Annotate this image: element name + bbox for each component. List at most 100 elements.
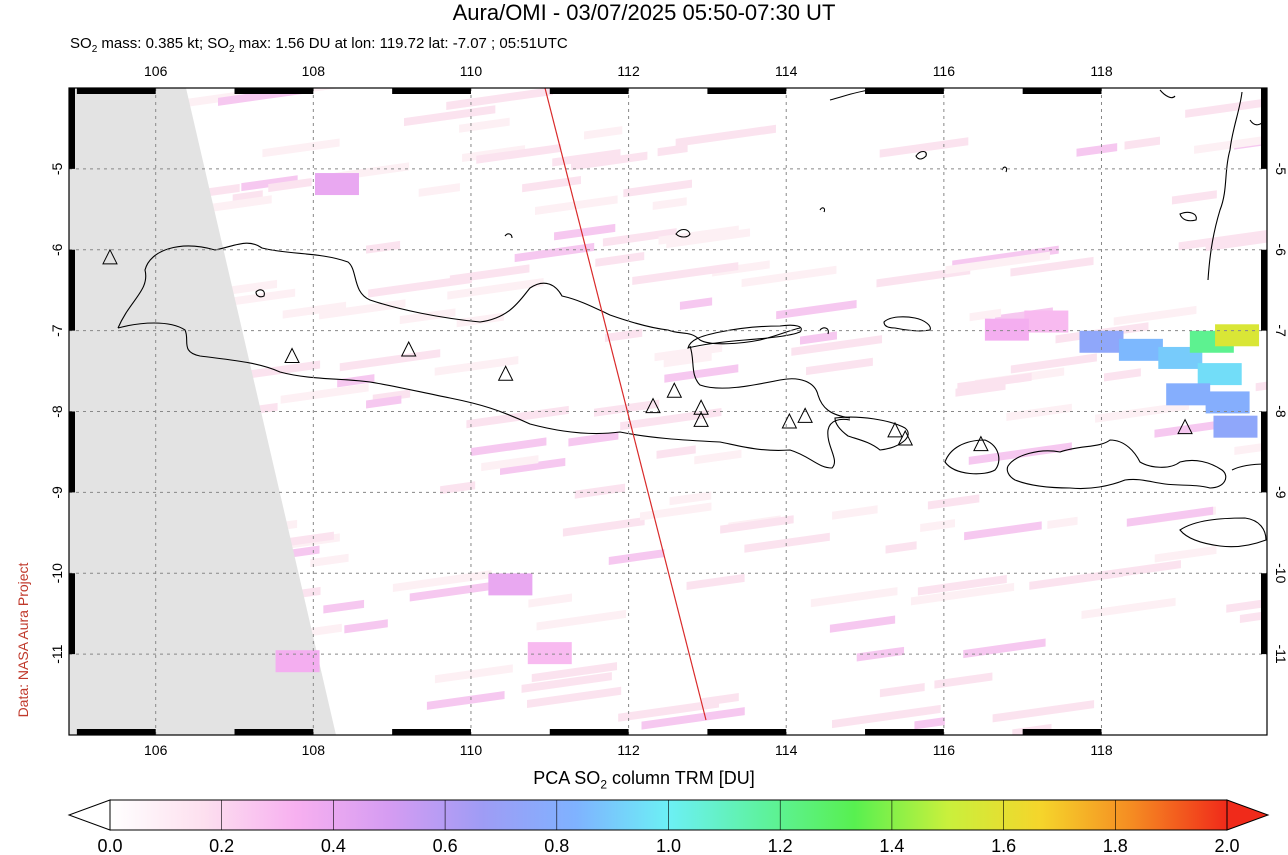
noise-stripe [500, 457, 566, 475]
volcano-icon [693, 399, 709, 415]
noise-stripe [584, 126, 623, 140]
noise-stripe [675, 124, 776, 147]
so2-pixel [1118, 338, 1163, 361]
noise-stripe [521, 672, 612, 693]
noise-stripe [1010, 353, 1097, 374]
coast-islet6 [1179, 211, 1197, 222]
colorbar-tick-label: 0.8 [544, 836, 569, 855]
so2-pixel [1205, 391, 1250, 414]
noise-stripe [1124, 136, 1160, 150]
noise-stripe [522, 175, 581, 193]
noise-stripe [1126, 506, 1214, 527]
noise-stripe [434, 356, 519, 376]
noise-stripe [1154, 420, 1219, 438]
axis-bar-bottom [234, 729, 314, 735]
noise-stripe [934, 672, 993, 689]
noise-stripe [955, 381, 1006, 397]
axis-bar-top [1022, 88, 1102, 94]
colorbar-tick-label: 0.0 [97, 836, 122, 855]
so2-pixel [1166, 383, 1211, 406]
colorbar-tick-label: 1.8 [1103, 836, 1128, 855]
noise-stripe [656, 445, 696, 459]
noise-stripe [791, 335, 883, 356]
volcano-icon [693, 411, 709, 427]
noise-stripe [514, 242, 595, 263]
volcano-icon [400, 340, 417, 357]
coast-sumbawa [1006, 439, 1227, 490]
lon-tick-top: 118 [1090, 63, 1113, 79]
noise-stripe [1113, 305, 1197, 326]
lat-tick-right: -6 [1273, 244, 1288, 257]
lat-tick-right: -7 [1273, 324, 1288, 337]
coast-bawean [675, 228, 691, 238]
noise-stripe [1029, 568, 1123, 590]
noise-stripe [1047, 516, 1078, 529]
noise-stripe [268, 177, 312, 193]
noise-stripe [632, 262, 739, 285]
coast-east-java [689, 345, 851, 419]
volcano-icon [284, 347, 300, 364]
noise-stripe [604, 328, 643, 342]
subtitle-rest: max: 1.56 DU at lon: 119.72 lat: -7.07 ;… [234, 35, 568, 52]
noise-stripe [310, 553, 349, 568]
so2-pixel [275, 650, 320, 673]
coast-islet2 [915, 150, 927, 160]
noise-stripe [608, 549, 665, 565]
colorbar-max-arrow [1226, 799, 1270, 831]
coast-sumba [1179, 517, 1267, 548]
subtitle-prefix: SO [70, 35, 92, 52]
noise-stripe [568, 431, 619, 447]
volcano-icon [102, 248, 118, 265]
axis-bar-bottom [549, 729, 629, 735]
lat-tick-right: -8 [1273, 405, 1288, 418]
coast-madura [687, 324, 802, 349]
lat-tick-left: -11 [49, 644, 65, 663]
coast-kangean [883, 316, 931, 332]
noise-stripe [209, 195, 272, 212]
noise-stripe [885, 541, 917, 554]
volcano-icon [497, 365, 514, 381]
lon-tick-bottom: 118 [1090, 742, 1113, 758]
noise-stripe [368, 274, 472, 298]
so2-pixel [1024, 310, 1069, 333]
noise-stripe [657, 144, 688, 157]
graticule [69, 88, 1267, 735]
noise-stripe [526, 686, 622, 709]
noise-stripe [459, 117, 510, 133]
noise-stripe [446, 88, 554, 110]
axis-bar-bottom [1022, 729, 1102, 735]
noise-stripe [686, 573, 745, 591]
noise-stripe [602, 228, 677, 247]
colorbar-title: PCA SO2 column TRM [DU] [0, 768, 1288, 792]
coast-java-northline [117, 242, 801, 345]
noise-stripe [620, 407, 722, 431]
noise-stripe [434, 664, 513, 684]
noise-stripe [1171, 190, 1217, 205]
lon-tick-top: 112 [617, 63, 640, 79]
lon-tick-top: 114 [775, 63, 798, 79]
noise-stripe [1006, 403, 1072, 421]
axis-bar-right [1261, 411, 1267, 493]
cbtitle-prefix: PCA SO [533, 768, 601, 788]
noise-stripe [879, 683, 925, 698]
noise-stripe [241, 175, 298, 192]
noise-stripe [712, 260, 770, 277]
lon-tick-top: 108 [302, 63, 326, 79]
noise-stripe [471, 437, 547, 457]
noise-stripe [403, 105, 496, 127]
noise-stripe [1178, 228, 1267, 251]
axis-bar-left [69, 573, 75, 655]
noise-stripe [481, 455, 539, 472]
coast-bali [834, 416, 909, 451]
axis-bar-bottom [707, 729, 787, 735]
lat-tick-left: -9 [49, 486, 65, 499]
noise-stripe [528, 593, 572, 608]
noise-stripe [654, 343, 723, 362]
coast-lombok [944, 439, 1000, 475]
lon-tick-top: 106 [144, 63, 168, 79]
noise-stripe [224, 288, 296, 307]
volcano-icon [797, 407, 813, 423]
noise-stripe [879, 137, 969, 158]
noise-stripe [574, 483, 626, 499]
